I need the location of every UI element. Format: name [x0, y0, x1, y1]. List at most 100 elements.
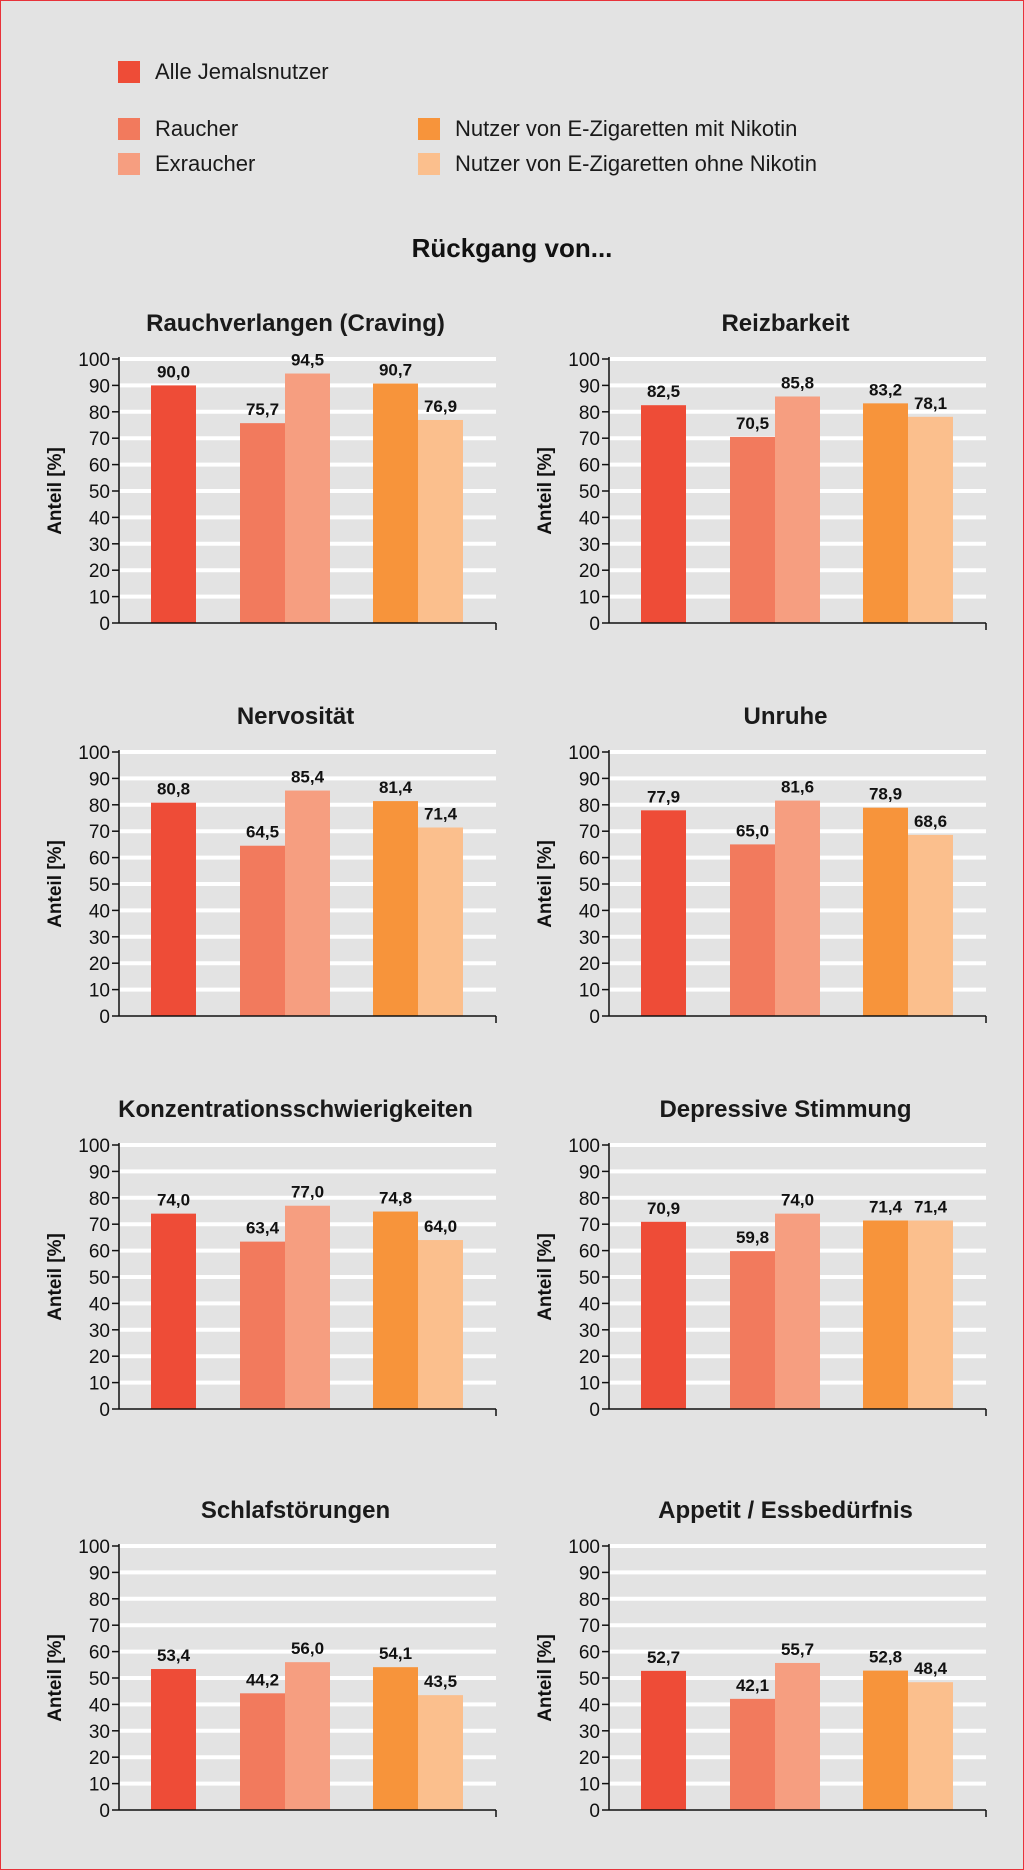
y-tick-label: 70 [89, 822, 110, 843]
data-label-ezig-mit: 54,1 [379, 1644, 412, 1663]
y-tick-label: 40 [579, 1294, 600, 1315]
chart-7: Schlafstörungen 0 10 20 30 40 50 60 70 80 90 100 Ant… [45, 1497, 497, 1822]
bar-raucher [240, 845, 285, 1016]
bar-alle [151, 385, 196, 623]
data-label-exraucher: 85,4 [291, 768, 325, 787]
y-tick-label: 0 [589, 614, 600, 635]
bar-raucher [240, 1693, 285, 1810]
y-axis-label: Anteil [%] [535, 447, 556, 535]
chart-title: Nervosität [237, 703, 354, 730]
chart-title: Schlafstörungen [201, 1497, 390, 1524]
y-tick-label: 90 [579, 769, 600, 790]
data-label-ezig-mit: 71,4 [869, 1198, 903, 1217]
data-label-alle: 90,0 [157, 362, 190, 381]
bar-ezig-ohne [418, 1240, 463, 1409]
data-label-ezig-mit: 83,2 [869, 380, 902, 399]
bar-ezig-ohne [908, 1220, 953, 1409]
y-tick-label: 70 [89, 1215, 110, 1236]
y-tick-label: 60 [89, 1242, 110, 1263]
y-tick-label: 30 [579, 535, 600, 556]
y-axis-label: Anteil [%] [535, 840, 556, 928]
data-label-raucher: 63,4 [246, 1219, 280, 1238]
y-tick-label: 30 [579, 1722, 600, 1743]
chart-title: Unruhe [744, 703, 828, 730]
chart-2: Reizbarkeit 0 10 20 30 40 50 60 70 80 90 100 Anteil … [535, 310, 987, 635]
y-tick-label: 50 [579, 1669, 600, 1690]
data-label-exraucher: 56,0 [291, 1639, 324, 1658]
chart-title: Appetit / Essbedürfnis [658, 1497, 913, 1524]
data-label-ezig-ohne: 43,5 [424, 1672, 457, 1691]
y-tick-label: 80 [579, 403, 600, 424]
y-tick-label: 20 [579, 1347, 600, 1368]
data-label-raucher: 70,5 [736, 414, 769, 433]
y-tick-label: 70 [579, 1215, 600, 1236]
bar-ezig-mit [863, 1670, 908, 1810]
bar-raucher [240, 423, 285, 623]
y-tick-label: 70 [579, 429, 600, 450]
legend-label-alle: Alle Jemalsnutzer [155, 59, 329, 84]
bar-raucher [240, 1241, 285, 1409]
data-label-ezig-mit: 52,8 [869, 1648, 902, 1667]
data-label-raucher: 44,2 [246, 1670, 279, 1689]
y-tick-label: 60 [579, 849, 600, 870]
chart-title: Rauchverlangen (Craving) [146, 310, 445, 337]
y-tick-label: 50 [579, 1268, 600, 1289]
bar-exraucher [775, 1662, 820, 1810]
y-tick-label: 10 [579, 588, 600, 609]
bar-raucher [730, 1251, 775, 1409]
y-tick-label: 90 [89, 1563, 110, 1584]
data-label-ezig-ohne: 71,4 [914, 1198, 948, 1217]
y-tick-label: 60 [89, 1643, 110, 1664]
data-label-exraucher: 94,5 [291, 351, 324, 370]
bar-ezig-mit [373, 1211, 418, 1409]
y-tick-label: 80 [579, 1189, 600, 1210]
y-tick-label: 40 [89, 1695, 110, 1716]
data-label-exraucher: 74,0 [781, 1191, 814, 1210]
y-tick-label: 100 [568, 1136, 600, 1157]
data-label-raucher: 64,5 [246, 823, 279, 842]
y-tick-label: 40 [579, 1695, 600, 1716]
y-tick-label: 80 [89, 1189, 110, 1210]
y-tick-label: 0 [99, 1400, 110, 1421]
y-tick-label: 10 [579, 1775, 600, 1796]
data-label-ezig-ohne: 78,1 [914, 394, 947, 413]
y-tick-label: 60 [89, 456, 110, 477]
y-tick-label: 100 [568, 743, 600, 764]
y-tick-label: 100 [568, 350, 600, 371]
y-tick-label: 60 [579, 1242, 600, 1263]
y-tick-label: 20 [579, 1748, 600, 1769]
y-tick-label: 20 [89, 1347, 110, 1368]
bar-ezig-ohne [418, 827, 463, 1016]
bar-exraucher [775, 396, 820, 623]
y-tick-label: 60 [579, 1643, 600, 1664]
y-tick-label: 20 [89, 1748, 110, 1769]
y-tick-label: 40 [89, 1294, 110, 1315]
y-tick-label: 60 [579, 456, 600, 477]
y-tick-label: 0 [589, 1801, 600, 1822]
legend-label-raucher: Raucher [155, 116, 239, 141]
bar-alle [151, 802, 196, 1016]
legend-label-ezig-mit: Nutzer von E-Zigaretten mit Nikotin [455, 116, 798, 141]
y-tick-label: 40 [579, 508, 600, 529]
y-tick-label: 80 [579, 796, 600, 817]
data-label-alle: 53,4 [157, 1646, 191, 1665]
y-tick-label: 0 [99, 1801, 110, 1822]
y-tick-label: 100 [78, 743, 110, 764]
legend-label-ezig-ohne: Nutzer von E-Zigaretten ohne Nikotin [455, 151, 817, 176]
chart-title: Konzentrationsschwierigkeiten [118, 1096, 473, 1123]
y-tick-label: 0 [99, 1007, 110, 1028]
y-tick-label: 10 [89, 1374, 110, 1395]
y-tick-label: 70 [579, 822, 600, 843]
y-axis-label: Anteil [%] [45, 447, 66, 535]
y-tick-label: 60 [89, 849, 110, 870]
bar-ezig-ohne [908, 834, 953, 1016]
main-title: Rückgang von... [411, 233, 613, 263]
chart-6: Depressive Stimmung 0 10 20 30 40 50 60 70 80 90 10… [535, 1096, 987, 1421]
bar-ezig-mit [863, 403, 908, 623]
y-tick-label: 0 [99, 614, 110, 635]
data-label-ezig-mit: 81,4 [379, 778, 413, 797]
y-tick-label: 30 [89, 1722, 110, 1743]
bar-exraucher [285, 1662, 330, 1810]
y-tick-label: 50 [579, 875, 600, 896]
